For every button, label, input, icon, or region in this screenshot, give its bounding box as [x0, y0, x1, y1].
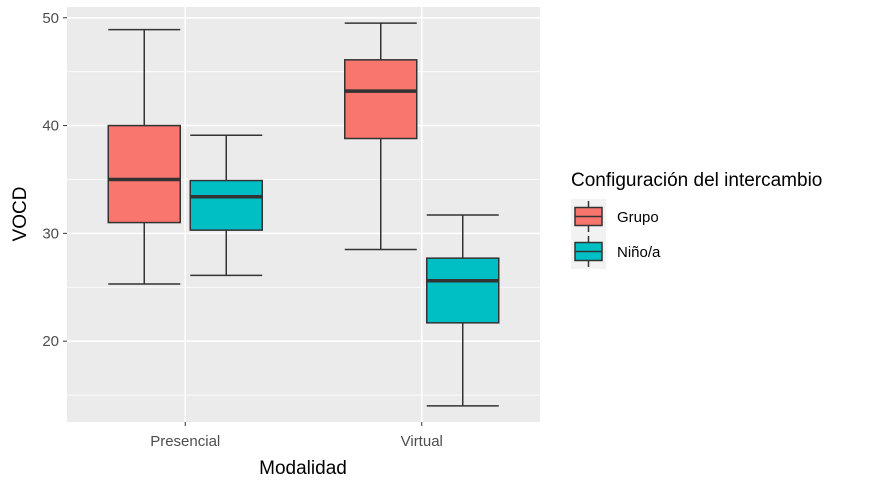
x-tick-label: Virtual — [401, 433, 443, 450]
legend-key-Grupo — [571, 199, 606, 234]
y-tick-label: 40 — [42, 118, 59, 135]
box-Grupo-Presencial — [107, 28, 181, 285]
grid-lines — [67, 7, 540, 422]
x-axis-title: Modalidad — [259, 458, 347, 479]
boxes-layer — [107, 22, 500, 407]
x-axis-ticks: Presencial Virtual — [150, 422, 443, 450]
y-tick-label: 20 — [42, 333, 59, 350]
box-iqr — [426, 257, 500, 324]
legend-label: Niño/a — [617, 244, 661, 261]
y-tick-label: 50 — [42, 10, 59, 27]
y-tick-label: 30 — [42, 225, 59, 242]
y-axis-ticks: 20 30 40 50 — [42, 10, 67, 350]
box-iqr — [189, 179, 263, 231]
x-tick-label: Presencial — [150, 433, 220, 450]
box-Grupo-Virtual — [344, 22, 418, 251]
y-axis-title: VOCD — [10, 187, 31, 242]
box-Niño/a-Presencial — [189, 134, 263, 277]
box-iqr — [107, 124, 181, 224]
legend: Configuración del intercambio Grupo Niño/… — [571, 170, 822, 269]
box-Niño/a-Virtual — [426, 214, 500, 407]
legend-title: Configuración del intercambio — [571, 170, 822, 191]
box-iqr — [344, 59, 418, 140]
legend-key-Niño/a — [571, 234, 606, 269]
legend-label: Grupo — [617, 209, 659, 226]
